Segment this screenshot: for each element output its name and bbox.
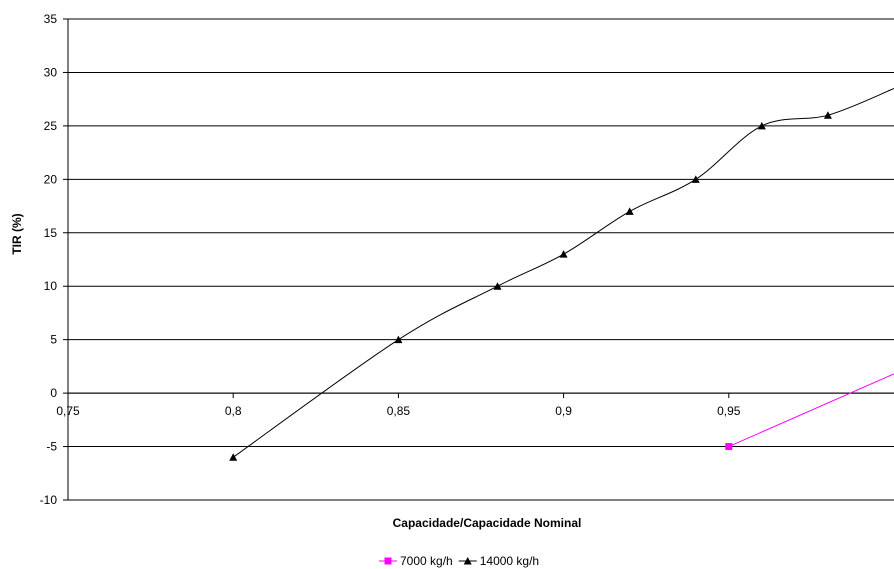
data-point — [559, 250, 568, 258]
data-point — [229, 453, 238, 461]
x-tick-label: 0,9 — [555, 404, 572, 418]
y-tick-label: 30 — [44, 65, 58, 79]
y-tick-label: 15 — [44, 226, 58, 240]
data-point — [823, 111, 832, 119]
data-point — [394, 335, 403, 344]
y-tick-labels: -10 -5 0 5 10 15 20 25 30 35 — [40, 12, 58, 507]
axes — [67, 19, 894, 500]
y-tick-label: 10 — [44, 279, 58, 293]
legend-item: 7000 kg/h — [379, 554, 453, 568]
series — [229, 88, 894, 461]
y-tick-label: 0 — [50, 386, 57, 400]
series-2 — [229, 88, 894, 461]
legend-label: 7000 kg/h — [400, 554, 453, 568]
grid-lines — [63, 18, 894, 501]
y-tick-label: -10 — [40, 493, 58, 507]
legend-item: 14000 kg/h — [458, 554, 539, 568]
y-tick-label: 25 — [44, 119, 58, 133]
data-point — [493, 282, 502, 290]
series-line — [728, 373, 894, 448]
x-tick-label: 0,85 — [387, 404, 411, 418]
y-tick-label: 5 — [50, 333, 57, 347]
y-tick-label: 35 — [44, 12, 58, 26]
legend-label: 14000 kg/h — [480, 554, 539, 568]
legend-marker — [384, 557, 392, 565]
x-tick-label: 0,95 — [717, 404, 741, 418]
series-line — [232, 88, 894, 458]
data-point — [625, 207, 634, 215]
data-point — [691, 175, 700, 183]
y-tick-label: -5 — [46, 440, 57, 454]
x-axis-title: Capacidade/Capacidade Nominal — [393, 516, 582, 530]
data-point — [757, 121, 766, 130]
x-tick-label: 0,75 — [56, 404, 80, 418]
legend: 7000 kg/h 14000 kg/h — [379, 554, 539, 568]
x-tick-label: 0,8 — [225, 404, 242, 418]
y-tick-label: 20 — [44, 172, 58, 186]
data-point — [725, 443, 733, 451]
x-tick-labels: 0,75 0,8 0,85 0,9 0,95 — [56, 393, 741, 418]
series-1 — [725, 373, 894, 451]
y-axis-title: TIR (%) — [10, 213, 24, 254]
legend-marker — [463, 557, 472, 565]
